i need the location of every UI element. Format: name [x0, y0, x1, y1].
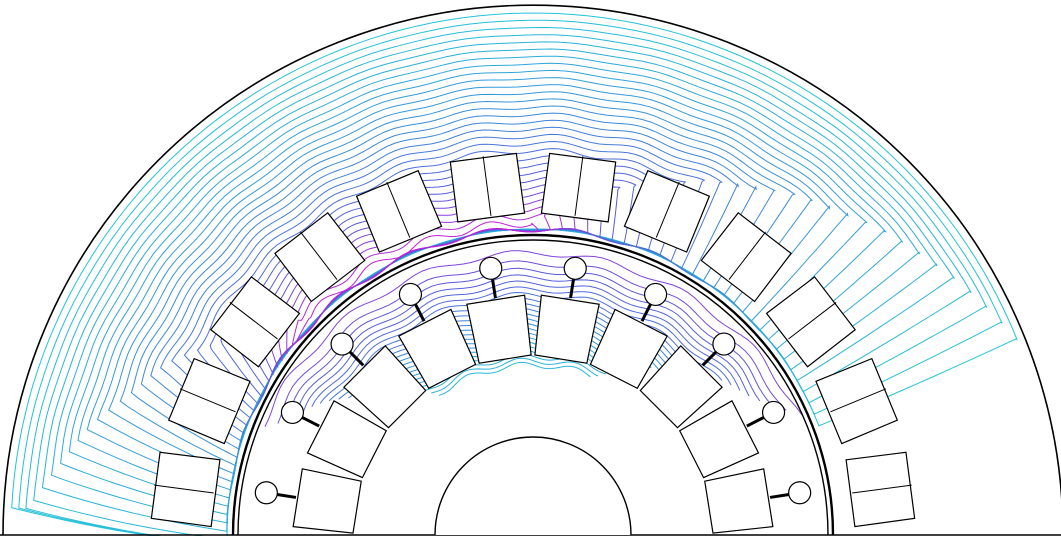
slot-divider	[830, 388, 887, 413]
rotor-flux-line	[264, 250, 803, 427]
rotor-slot-opening	[330, 332, 354, 356]
rotor-slot-opening	[563, 256, 587, 280]
rotor-flux-line	[303, 280, 750, 411]
rotor-slot-neck	[414, 303, 426, 322]
rotor-slot-opening	[643, 282, 668, 307]
shaft	[434, 436, 632, 536]
rotor-slot	[704, 468, 774, 534]
rotor-slot	[534, 294, 600, 364]
rotor-flux-line	[431, 357, 599, 394]
rotor-slot-neck	[769, 493, 790, 499]
rotor-flux-line	[319, 291, 732, 404]
machine-geometry	[0, 4, 1061, 536]
slot-divider	[574, 156, 584, 216]
rotor-slot-neck	[301, 416, 320, 428]
slot-divider	[788, 302, 837, 340]
rotor-slot-neck	[491, 278, 497, 299]
rotor-flux-line	[295, 274, 761, 416]
stator-flux-line	[60, 55, 920, 516]
slot-divider	[154, 484, 214, 494]
rotor-slot	[306, 399, 388, 479]
slot-divider	[179, 388, 236, 413]
rotor-slot-opening	[479, 256, 503, 280]
rotor-slot-neck	[701, 350, 718, 367]
rotor-slot	[397, 308, 477, 390]
rotor-slot	[639, 345, 723, 429]
rotor-flux-line	[311, 286, 741, 408]
slot-divider	[386, 181, 411, 238]
rotor-slot-opening	[761, 400, 786, 425]
stator-flux-line	[296, 221, 539, 342]
rotor-slot-opening	[712, 332, 736, 356]
rotor-slot	[292, 468, 362, 534]
rotor-slot-neck	[569, 278, 575, 299]
rotor-slot-opening	[398, 282, 423, 307]
slot-divider	[728, 231, 766, 280]
rotor-surface	[237, 239, 829, 536]
rotor-slot-opening	[280, 400, 305, 425]
slot-divider	[852, 484, 912, 494]
rotor-slot-neck	[640, 303, 652, 322]
rotor-slot	[678, 399, 760, 479]
rotor-slot-neck	[746, 416, 765, 428]
slot-divider	[482, 156, 492, 216]
rotor-slot	[343, 345, 427, 429]
rotor-slot-opening	[788, 481, 812, 505]
rotor-slot-opening	[254, 481, 278, 505]
rotor-slot	[589, 308, 669, 390]
rotor-slot	[466, 294, 532, 364]
slot-divider	[229, 302, 278, 340]
stator-outer-edge	[2, 4, 1061, 536]
rotor-slot-neck	[348, 350, 365, 367]
rotor-flux-line	[438, 361, 591, 396]
rotor-slot-neck	[276, 493, 297, 499]
stator-bore	[231, 233, 835, 536]
slot-divider	[655, 181, 680, 238]
slot-divider	[300, 231, 338, 280]
